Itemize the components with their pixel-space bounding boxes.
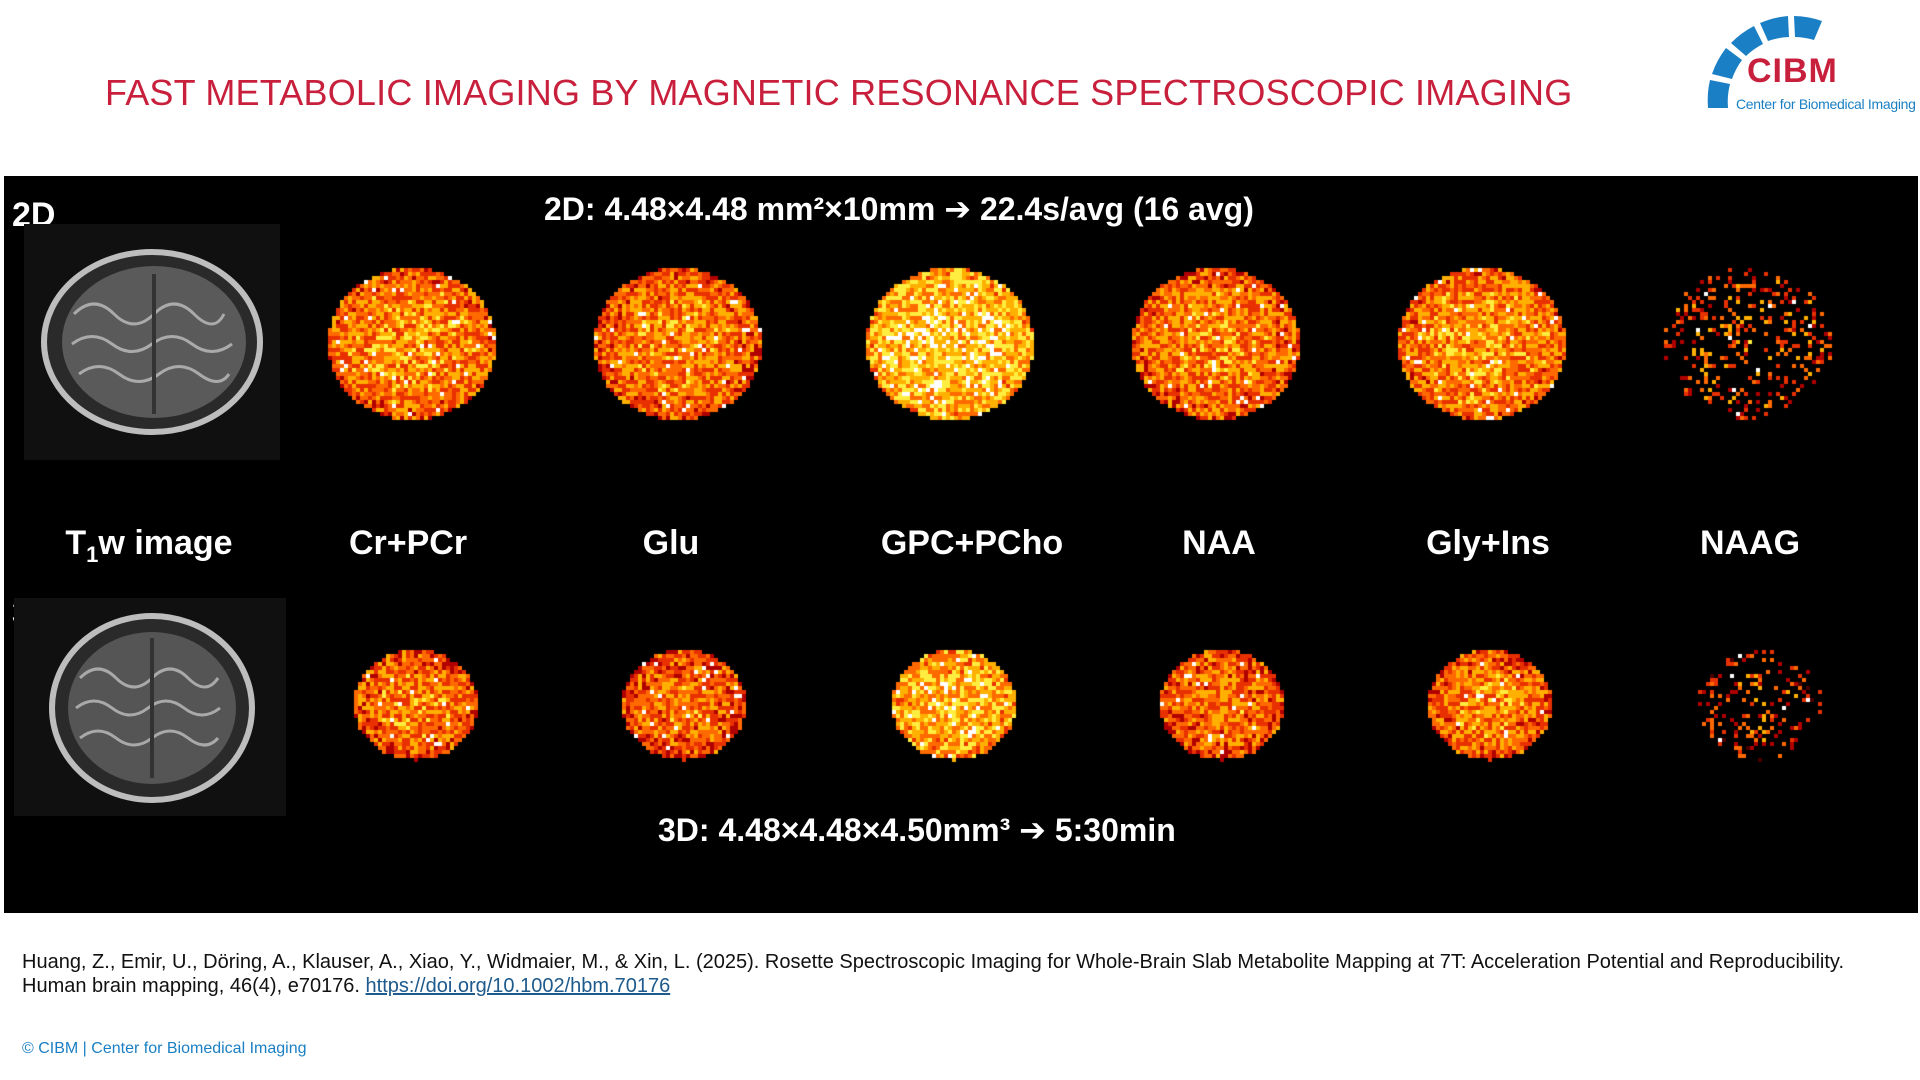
label-gly-ins: Gly+Ins bbox=[1426, 524, 1550, 562]
logo-subtitle: Center for Biomedical Imaging bbox=[1736, 96, 1916, 112]
label-naag: NAAG bbox=[1699, 524, 1801, 562]
caption-3d: 3D: 4.48×4.48×4.50mm³ ➔ 5:30min bbox=[658, 812, 1176, 848]
label-glu: Glu bbox=[642, 524, 700, 562]
label-naa: NAA bbox=[1182, 524, 1256, 562]
metabolite-map-3d-glu bbox=[618, 646, 750, 764]
metabolite-map-3d-naa bbox=[1156, 646, 1288, 764]
t1w-image-2d bbox=[24, 224, 280, 460]
caption-2d: 2D: 4.48×4.48 mm²×10mm ➔ 22.4s/avg (16 a… bbox=[544, 191, 1254, 227]
slide-title: FAST METABOLIC IMAGING BY MAGNETIC RESON… bbox=[105, 72, 1573, 113]
logo-wordmark: CIBM bbox=[1747, 52, 1838, 90]
cibm-logo-icon bbox=[1707, 16, 1822, 108]
metabolite-map-2d-cr-pcr bbox=[324, 264, 500, 424]
figure-panel: 2D 2D: 4.48×4.48 mm²×10mm ➔ 22.4s/avg (1… bbox=[4, 176, 1918, 913]
metabolite-map-2d-gly-ins bbox=[1394, 264, 1570, 424]
t1w-image-3d bbox=[14, 598, 286, 816]
label-t1w-image: T1w image bbox=[65, 524, 233, 567]
reference-text: Huang, Z., Emir, U., Döring, A., Klauser… bbox=[22, 951, 1845, 997]
label-gpc-pcho: GPC+PCho bbox=[880, 524, 1064, 562]
metabolite-map-3d-naag bbox=[1694, 646, 1826, 764]
metabolite-map-3d-cr-pcr bbox=[350, 646, 482, 764]
reference-doi-link[interactable]: https://doi.org/10.1002/hbm.70176 bbox=[365, 975, 671, 997]
metabolite-map-2d-naa bbox=[1128, 264, 1304, 424]
metabolite-map-3d-gpc-pcho bbox=[888, 646, 1020, 764]
metabolite-map-3d-gly-ins bbox=[1424, 646, 1556, 764]
metabolite-map-2d-gpc-pcho bbox=[862, 264, 1038, 424]
label-cr-pcr: Cr+PCr bbox=[348, 524, 468, 562]
footer-copyright: © CIBM | Center for Biomedical Imaging bbox=[22, 1040, 307, 1057]
metabolite-map-2d-naag bbox=[1660, 264, 1836, 424]
metabolite-map-2d-glu bbox=[590, 264, 766, 424]
reference-citation: Huang, Z., Emir, U., Döring, A., Klauser… bbox=[22, 950, 1902, 998]
